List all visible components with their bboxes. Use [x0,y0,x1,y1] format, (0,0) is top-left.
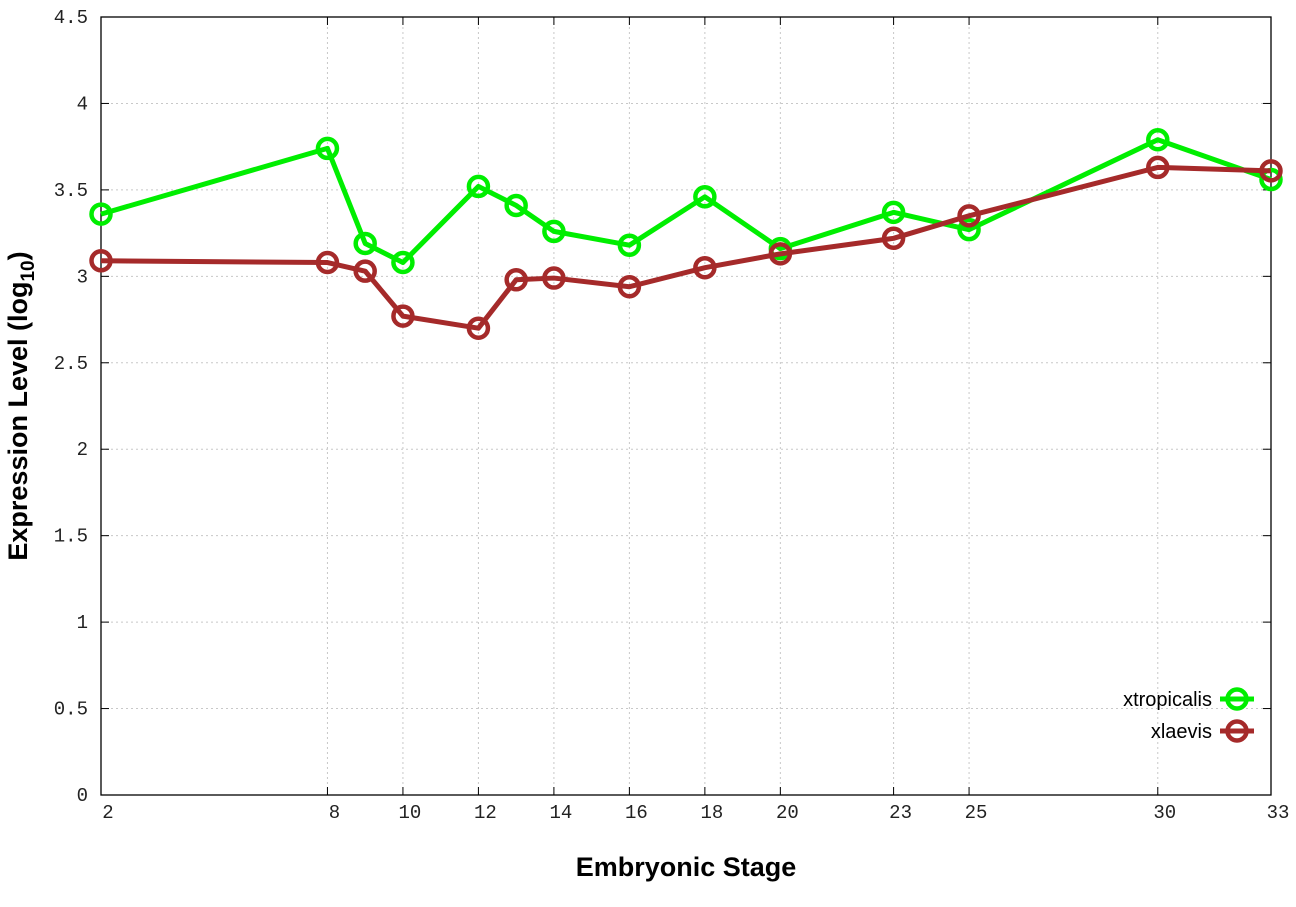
data-point-xtropicalis [617,233,642,257]
y-axis-label: Expression Level (log10) [3,251,39,560]
x-tick-label: 20 [776,802,799,824]
y-axis-label-end: ) [3,251,33,260]
x-tick-label: 8 [329,802,340,824]
x-tick-label: 25 [965,802,988,824]
series-xlaevis [89,155,1283,340]
legend-label-xlaevis: xlaevis [1151,721,1212,743]
data-point-xlaevis [89,249,113,273]
y-tick-label: 1 [77,612,88,634]
x-axis-label: Embryonic Stage [576,852,797,882]
y-axis-label-subscript: 10 [18,260,39,281]
data-point-xtropicalis [504,193,528,218]
x-tick-label: 14 [549,802,572,824]
data-point-xlaevis [542,266,566,290]
data-point-xtropicalis [693,185,717,209]
data-point-xlaevis [315,250,340,275]
x-tick-label: 30 [1153,802,1176,824]
legend-marker-xtropicalis [1225,687,1249,711]
data-point-xlaevis [881,226,906,251]
data-point-xlaevis [504,268,528,292]
series-line-xlaevis [100,164,1272,331]
y-tick-label: 1.5 [54,526,88,548]
x-tick-label: 33 [1267,802,1290,824]
data-point-xlaevis [391,304,415,328]
data-point-xlaevis [1259,159,1283,183]
series-layer [89,128,1283,340]
data-point-xlaevis [768,242,793,266]
x-tick-label: 2 [102,802,113,824]
x-tick-label: 12 [474,802,497,824]
data-point-xtropicalis [353,231,377,256]
legend-label-xtropicalis: xtropicalis [1123,689,1212,711]
data-point-xlaevis [693,255,717,280]
y-tick-label: 0.5 [54,699,88,721]
y-tick-label: 4 [77,93,88,115]
y-tick-label: 2 [77,439,88,461]
data-point-xtropicalis [1146,128,1170,152]
data-point-xlaevis [957,204,981,228]
y-tick-label: 4.5 [54,7,88,29]
y-tick-label: 2.5 [54,353,88,375]
data-point-xlaevis [1146,155,1170,180]
data-point-xlaevis [353,259,377,283]
data-point-xtropicalis [881,200,906,225]
axes: 0 0.5 1 1.5 2 2.5 3 3.5 4 4.5 2 8 10 12 14 16 18 20 23 25 30… [54,7,1290,824]
legend: xtropicalis xlaevis [1123,687,1254,743]
legend-marker-xlaevis [1225,719,1249,743]
data-point-xtropicalis [89,202,113,226]
x-tick-label: 16 [625,802,648,824]
x-tick-label: 10 [399,802,422,824]
y-tick-label: 3.5 [54,180,88,202]
x-tick-label: 23 [889,802,912,824]
data-point-xtropicalis [466,174,491,199]
data-point-xtropicalis [542,219,566,244]
data-point-xtropicalis [315,136,340,161]
data-point-xlaevis [617,274,642,299]
grid [101,17,1271,795]
data-point-xtropicalis [391,250,415,275]
y-tick-label: 0 [77,785,88,807]
series-line-xtropicalis [100,137,1272,266]
y-tick-label: 3 [77,266,88,288]
plot-frame [100,16,1272,796]
data-point-xtropicalis [957,217,981,242]
data-point-xlaevis [466,316,491,340]
x-tick-label: 18 [700,802,723,824]
series-xtropicalis [89,128,1283,275]
